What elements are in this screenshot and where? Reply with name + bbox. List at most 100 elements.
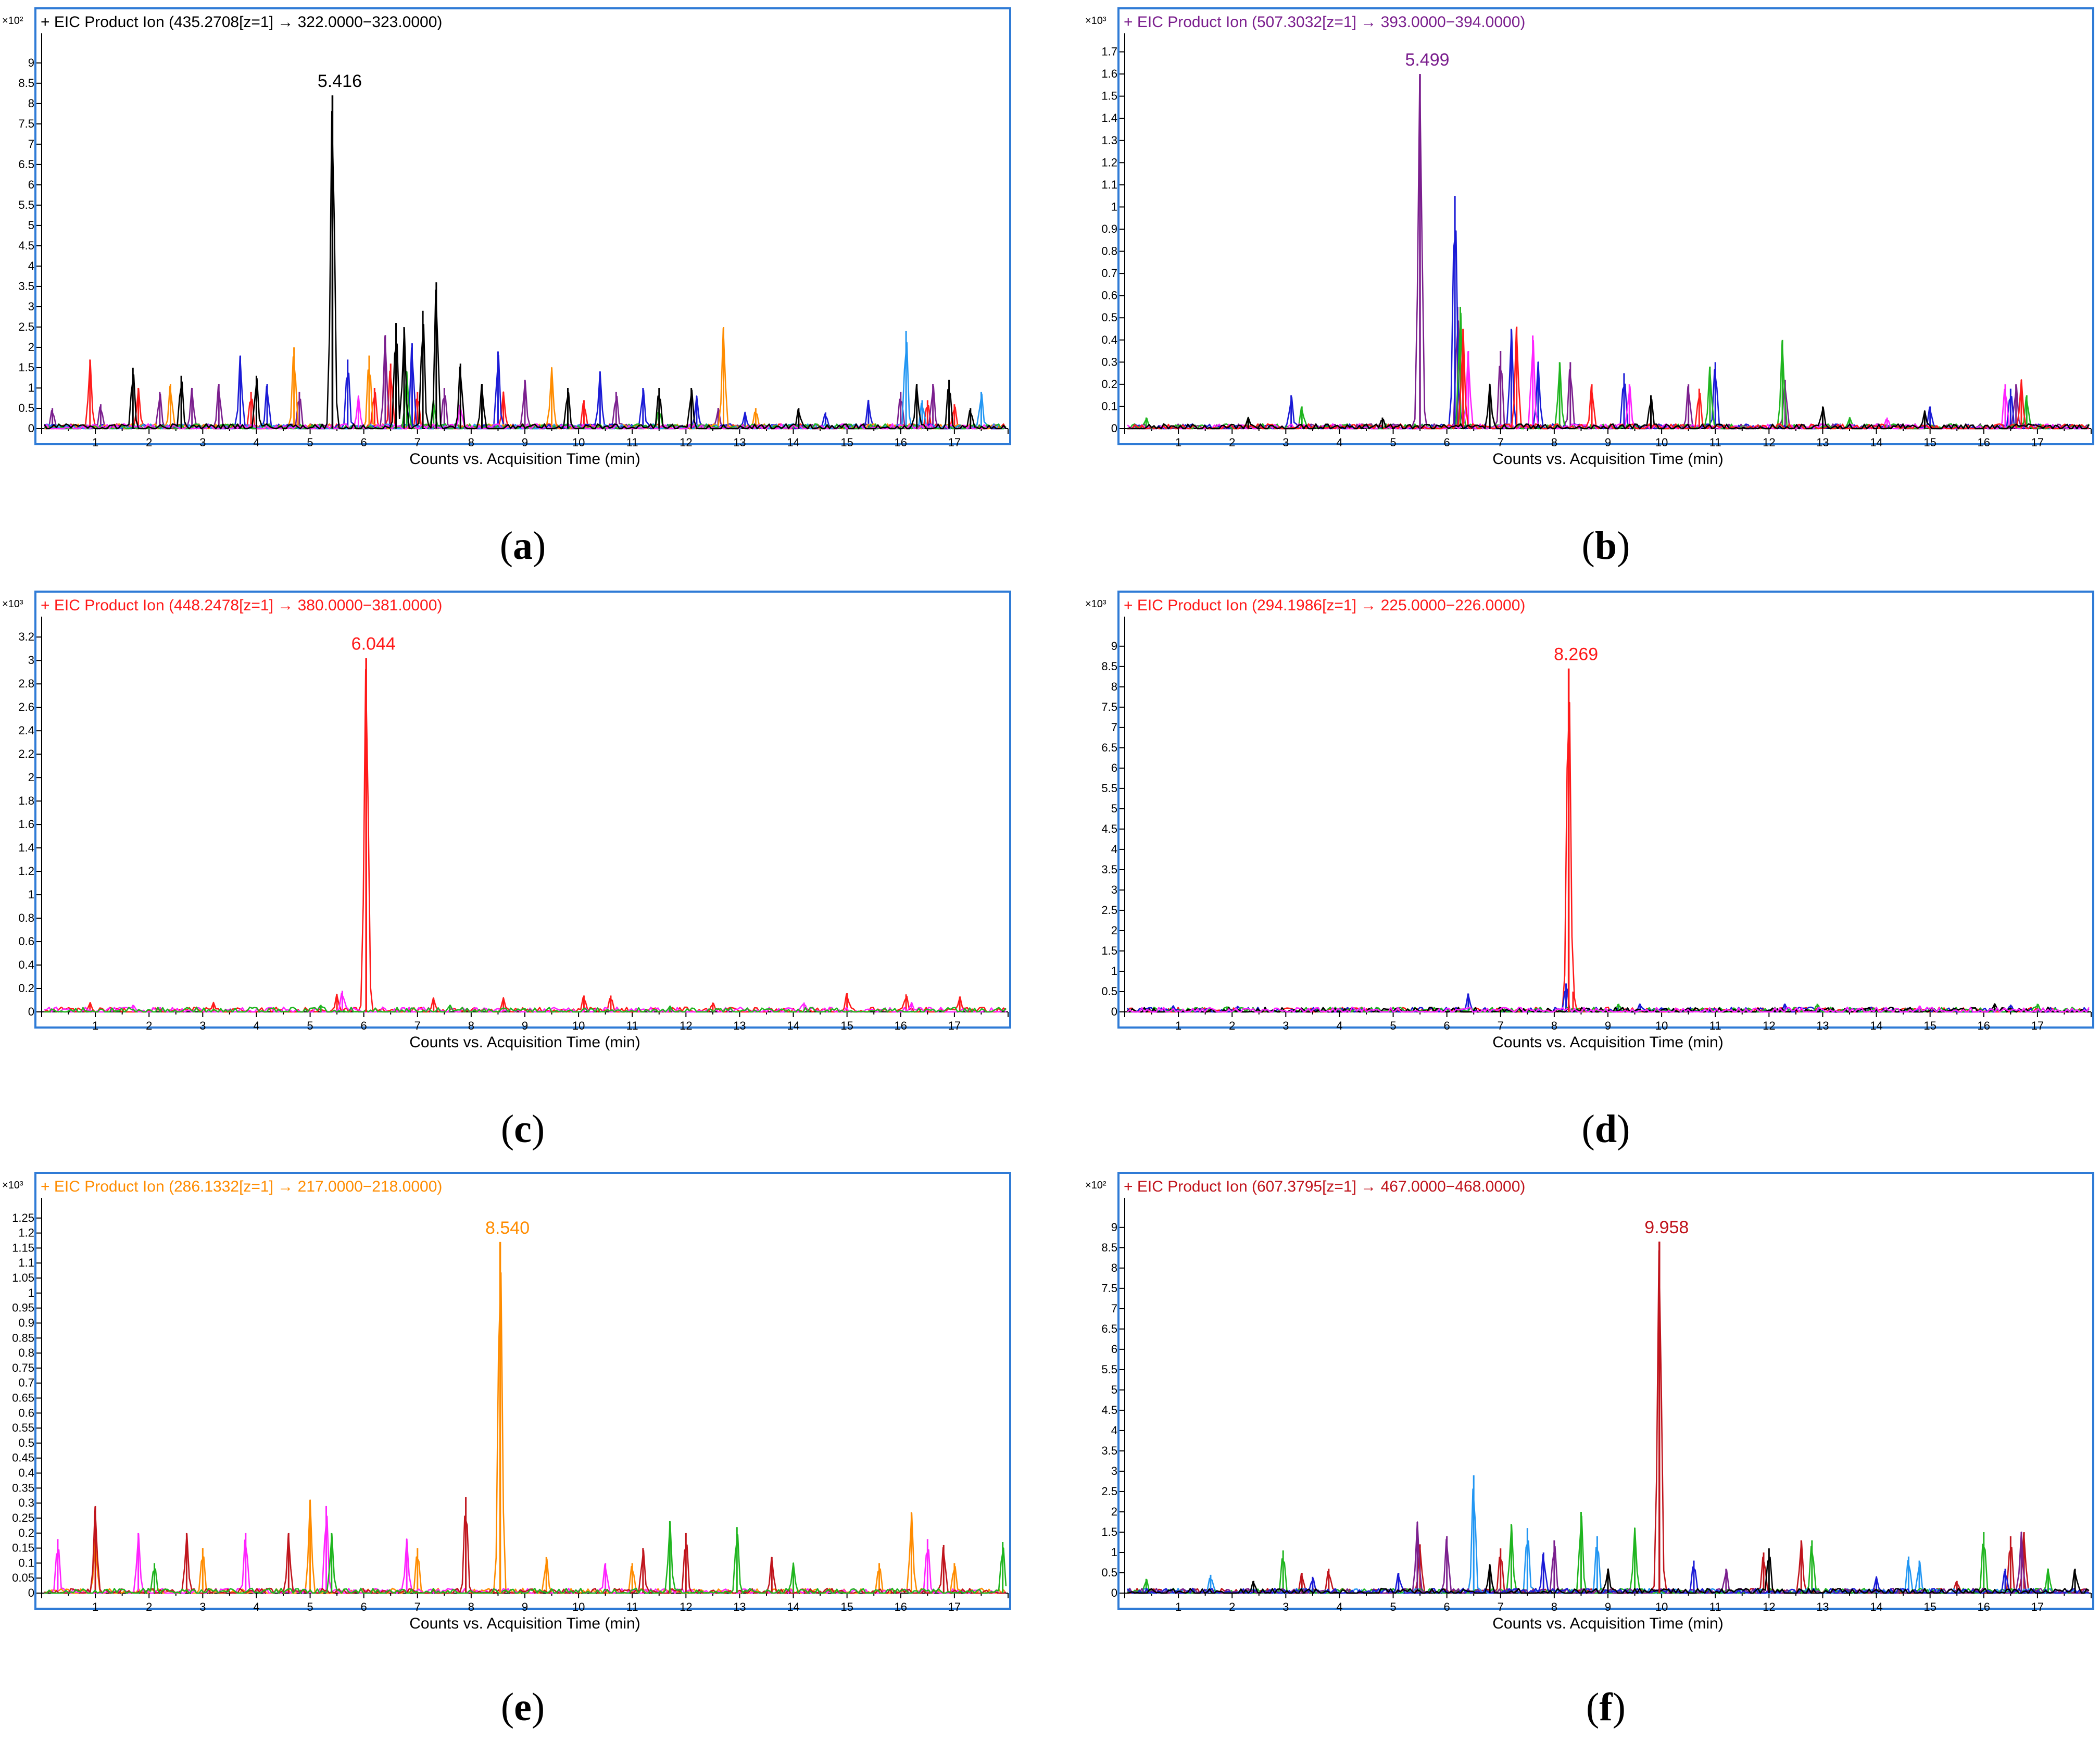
x-tick-label: 6: [361, 1600, 367, 1613]
x-tick-label: 4: [253, 1019, 259, 1032]
x-tick-label: 14: [787, 1019, 799, 1032]
y-tick-label: 4.5: [1101, 822, 1117, 835]
x-tick-label: 2: [146, 1019, 152, 1032]
x-tick-label: 1: [1175, 1600, 1181, 1613]
y-tick-label: 1.25: [12, 1211, 34, 1224]
chart-panel-d: + EIC Product Ion (294.1986[z=1] → 225.0…: [1085, 591, 2094, 1151]
x-tick-label: 14: [1870, 1019, 1882, 1032]
y-tick-label: 4.5: [18, 239, 34, 252]
x-tick-label: 13: [733, 436, 746, 449]
peak-label: 8.269: [1554, 645, 1598, 665]
y-tick-label: 0.2: [18, 982, 34, 995]
y-tick-label: 3: [1111, 1464, 1117, 1477]
y-tick-label: 8.5: [1101, 1241, 1117, 1254]
x-tick-label: 13: [733, 1600, 746, 1613]
letter-text: d: [1595, 1107, 1617, 1151]
x-tick-label: 7: [414, 436, 421, 449]
x-tick-label: 7: [1498, 1600, 1504, 1613]
plot-frame: [34, 1172, 1011, 1610]
x-tick-label: 9: [522, 1600, 528, 1613]
x-tick-label: 4: [1336, 1600, 1342, 1613]
y-tick-label: 1.1: [18, 1256, 34, 1269]
y-tick-label: 0.8: [1101, 245, 1117, 258]
x-tick-label: 3: [199, 436, 206, 449]
x-tick-label: 17: [2031, 436, 2044, 449]
chart-panel-a: + EIC Product Ion (435.2708[z=1] → 322.0…: [2, 7, 1011, 568]
y-tick-label: 1.6: [18, 818, 34, 831]
x-tick-label: 2: [1229, 436, 1235, 449]
x-tick-label: 16: [1978, 1600, 1990, 1613]
series-line-3: [1127, 312, 2090, 430]
x-tick-label: 4: [253, 1600, 259, 1613]
x-tick-label: 10: [1655, 436, 1668, 449]
y-tick-label: 0.15: [12, 1542, 34, 1555]
y-tick-label: 1.5: [1101, 1525, 1117, 1538]
x-tick-label: 12: [680, 1600, 692, 1613]
chart-title: + EIC Product Ion (286.1332[z=1] → 217.0…: [41, 1178, 442, 1195]
y-tick-label: 2.6: [18, 700, 34, 713]
x-tick-label: 6: [1444, 1019, 1450, 1032]
y-tick-label: 8.5: [18, 77, 34, 90]
y-tick-label: 0.5: [1101, 1566, 1117, 1579]
x-tick-label: 5: [307, 436, 313, 449]
x-tick-label: 11: [626, 436, 638, 449]
x-tick-label: 1: [1175, 1019, 1181, 1032]
y-tick-label: 0: [28, 1586, 34, 1599]
series-line-8: [44, 110, 1007, 430]
y-tick-label: 1.7: [1101, 45, 1117, 58]
y-tick-label: 2.5: [1101, 904, 1117, 917]
y-tick-label: 0.7: [18, 1376, 34, 1389]
y-tick-label: 0.5: [18, 1436, 34, 1449]
y-tick-label: 0.4: [1101, 333, 1117, 346]
y-tick-label: 1.4: [1101, 111, 1117, 124]
y-tick-label: 3.5: [1101, 1444, 1117, 1457]
x-tick-label: 3: [199, 1019, 206, 1032]
series-line-3: [44, 1506, 1007, 1594]
y-tick-label: 2.4: [18, 724, 34, 737]
series-line-5: [1127, 327, 2090, 430]
y-tick-label: 0.5: [18, 402, 34, 415]
y-tick-label: 1.5: [1101, 90, 1117, 103]
x-tick-label: 16: [895, 1019, 907, 1032]
series-line-2: [1127, 230, 2090, 430]
x-tick-label: 6: [361, 436, 367, 449]
y-tick-label: 1.8: [18, 794, 34, 807]
y-tick-label: 9: [28, 56, 34, 69]
series-line-4: [44, 1521, 1007, 1594]
y-multiplier: ×10³: [2, 1180, 23, 1191]
x-tick-label: 8: [468, 1019, 474, 1032]
letter-open-paren: (: [1582, 524, 1595, 568]
y-tick-label: 1: [28, 1286, 34, 1299]
y-tick-label: 7: [1111, 1302, 1117, 1315]
y-tick-label: 0.45: [12, 1451, 34, 1464]
chart-title: + EIC Product Ion (448.2478[z=1] → 380.0…: [41, 597, 442, 614]
y-tick-label: 7.5: [1101, 700, 1117, 713]
y-tick-label: 0.65: [12, 1392, 34, 1405]
x-tick-label: 12: [1763, 1600, 1775, 1613]
y-tick-label: 0.75: [12, 1361, 34, 1374]
y-tick-label: 0.25: [12, 1511, 34, 1524]
series-line-4: [1127, 340, 2089, 430]
peak-label: 8.540: [485, 1218, 530, 1238]
y-tick-label: 2: [28, 341, 34, 354]
x-tick-label: 6: [1444, 1600, 1450, 1613]
series-line-3: [44, 1004, 1007, 1013]
y-tick-label: 2.5: [1101, 1485, 1117, 1498]
series-line-6: [1127, 383, 2090, 430]
y-tick-label: 0: [28, 1005, 34, 1018]
y-tick-label: 2: [28, 771, 34, 784]
x-axis-label: Counts vs. Acquisition Time (min): [409, 1615, 640, 1632]
y-tick-label: 2.5: [18, 320, 34, 333]
letter-text: e: [514, 1685, 532, 1729]
x-axis-label: Counts vs. Acquisition Time (min): [409, 450, 640, 468]
y-tick-label: 0: [1111, 422, 1117, 435]
y-tick-label: 6: [1111, 1343, 1117, 1356]
chart-title: + EIC Product Ion (294.1986[z=1] → 225.0…: [1124, 597, 1525, 614]
subfigure-letter: (c): [501, 1107, 545, 1151]
chart-title: + EIC Product Ion (607.3795[z=1] → 467.0…: [1124, 1178, 1525, 1195]
x-tick-label: 14: [787, 436, 799, 449]
x-tick-label: 10: [572, 436, 585, 449]
x-tick-label: 9: [522, 436, 528, 449]
y-tick-label: 0.8: [18, 1346, 34, 1359]
x-tick-label: 12: [680, 436, 692, 449]
